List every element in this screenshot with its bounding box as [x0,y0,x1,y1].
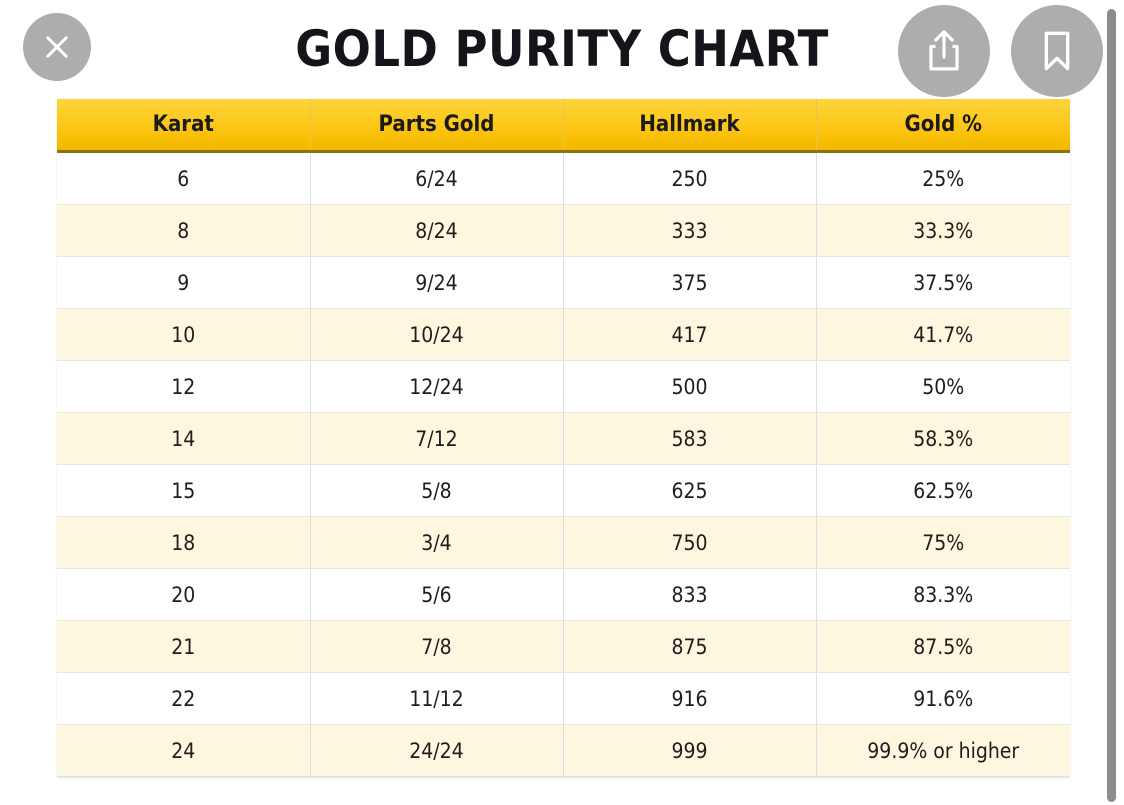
cell-gold-percent: 83.3% [816,568,1070,621]
table-row: 21 7/8 875 87.5% [57,620,1070,673]
table-row: 20 5/6 833 83.3% [57,568,1070,621]
close-icon [40,30,74,64]
cell-hallmark: 583 [563,412,817,465]
cell-karat: 22 [57,672,311,725]
cell-hallmark: 333 [563,204,817,257]
cell-karat: 15 [57,464,311,517]
cell-karat: 6 [57,151,311,205]
bookmark-button[interactable] [1011,5,1103,97]
cell-hallmark: 750 [563,516,817,569]
cell-gold-percent: 87.5% [816,620,1070,673]
cell-hallmark: 375 [563,256,817,309]
cell-karat: 8 [57,204,311,257]
cell-parts-gold: 7/12 [310,412,564,465]
table-row: 22 11/12 916 91.6% [57,672,1070,725]
bookmark-icon [1037,27,1077,75]
column-header-karat: Karat [57,99,311,153]
vertical-scrollbar[interactable] [1107,0,1116,805]
share-button[interactable] [898,5,990,97]
table-row: 15 5/8 625 62.5% [57,464,1070,517]
share-icon [923,27,965,75]
cell-hallmark: 875 [563,620,817,673]
cell-karat: 9 [57,256,311,309]
cell-karat: 12 [57,360,311,413]
cell-parts-gold: 7/8 [310,620,564,673]
cell-hallmark: 916 [563,672,817,725]
cell-gold-percent: 62.5% [816,464,1070,517]
page-title: GOLD PURITY CHART [295,20,829,78]
cell-hallmark: 500 [563,360,817,413]
table-header-row: Karat Parts Gold Hallmark Gold % [57,99,1070,153]
table-row: 12 12/24 500 50% [57,360,1070,413]
cell-parts-gold: 8/24 [310,204,564,257]
gold-purity-table: Karat Parts Gold Hallmark Gold % 6 6/24 25… [57,99,1070,777]
table-header: Karat Parts Gold Hallmark Gold % [57,99,1070,153]
cell-karat: 20 [57,568,311,621]
cell-gold-percent: 50% [816,360,1070,413]
column-header-hallmark: Hallmark [563,99,817,153]
cell-karat: 18 [57,516,311,569]
cell-karat: 10 [57,308,311,361]
table-row: 8 8/24 333 33.3% [57,204,1070,257]
cell-parts-gold: 10/24 [310,308,564,361]
cell-parts-gold: 24/24 [310,724,564,777]
cell-parts-gold: 11/12 [310,672,564,725]
column-header-parts-gold: Parts Gold [310,99,564,153]
table-row: 10 10/24 417 41.7% [57,308,1070,361]
cell-parts-gold: 12/24 [310,360,564,413]
cell-karat: 14 [57,412,311,465]
table-row: 18 3/4 750 75% [57,516,1070,569]
column-header-gold-percent: Gold % [816,99,1070,153]
cell-parts-gold: 3/4 [310,516,564,569]
table-row: 6 6/24 250 25% [57,151,1070,205]
cell-parts-gold: 6/24 [310,151,564,205]
table-row: 14 7/12 583 58.3% [57,412,1070,465]
cell-parts-gold: 9/24 [310,256,564,309]
cell-hallmark: 250 [563,151,817,205]
table-body: 6 6/24 250 25% 8 8/24 333 33.3% 9 9/24 375 37.5% 10 1… [57,151,1070,777]
cell-hallmark: 625 [563,464,817,517]
cell-gold-percent: 99.9% or higher [816,724,1070,777]
close-button[interactable] [23,13,91,81]
cell-hallmark: 833 [563,568,817,621]
cell-gold-percent: 41.7% [816,308,1070,361]
cell-karat: 21 [57,620,311,673]
cell-parts-gold: 5/8 [310,464,564,517]
cell-gold-percent: 75% [816,516,1070,569]
table-row: 9 9/24 375 37.5% [57,256,1070,309]
cell-parts-gold: 5/6 [310,568,564,621]
cell-hallmark: 999 [563,724,817,777]
cell-gold-percent: 33.3% [816,204,1070,257]
cell-gold-percent: 37.5% [816,256,1070,309]
scrollbar-thumb[interactable] [1107,9,1116,802]
cell-gold-percent: 91.6% [816,672,1070,725]
cell-hallmark: 417 [563,308,817,361]
cell-karat: 24 [57,724,311,777]
cell-gold-percent: 25% [816,151,1070,205]
cell-gold-percent: 58.3% [816,412,1070,465]
table-row: 24 24/24 999 99.9% or higher [57,724,1070,777]
